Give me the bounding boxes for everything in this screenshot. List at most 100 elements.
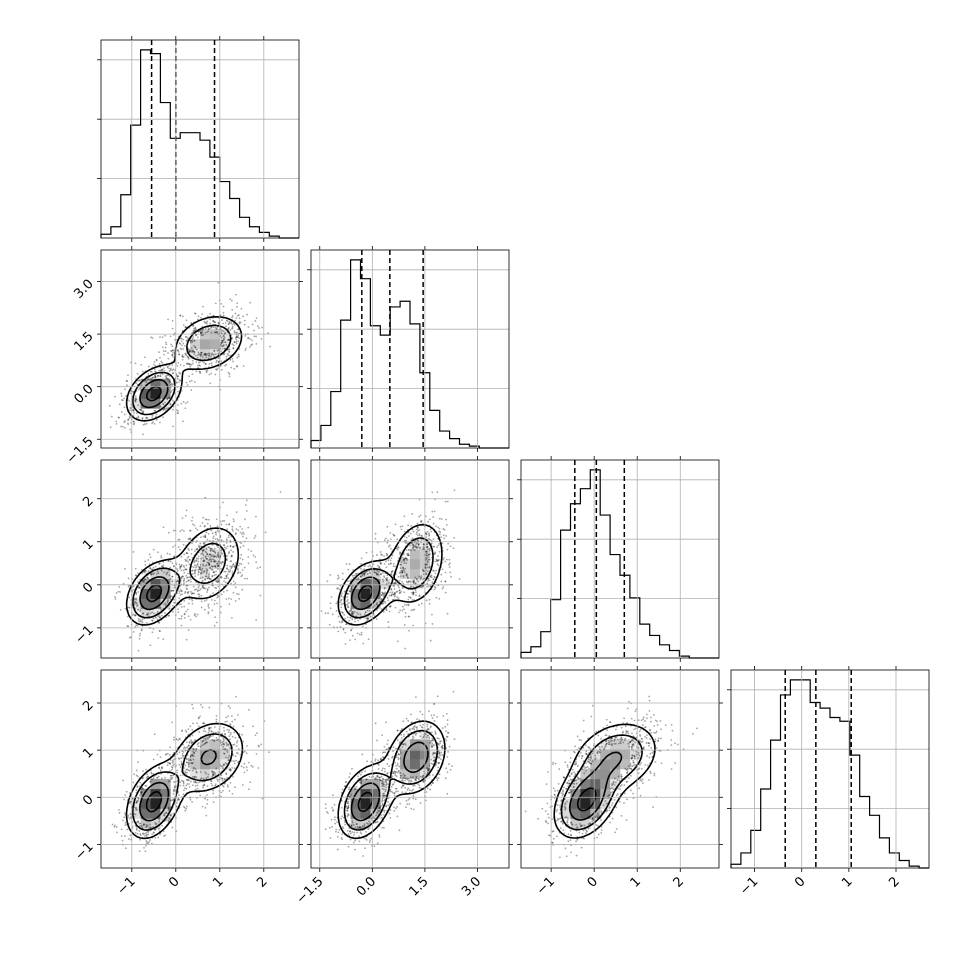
- scatter-point: [146, 773, 148, 776]
- scatter-point: [183, 612, 186, 615]
- scatter-point: [433, 545, 436, 548]
- scatter-point: [181, 315, 184, 318]
- density-cell: [219, 339, 230, 350]
- scatter-point: [178, 538, 181, 541]
- scatter-point: [195, 370, 198, 373]
- scatter-point: [223, 580, 225, 583]
- scatter-point: [180, 402, 183, 405]
- scatter-point: [376, 572, 379, 575]
- scatter-point: [201, 329, 204, 331]
- scatter-point: [191, 703, 194, 706]
- scatter-point: [239, 557, 242, 560]
- scatter-point: [346, 807, 349, 810]
- scatter-point: [401, 570, 404, 573]
- scatter-point: [199, 794, 202, 797]
- scatter-point: [134, 601, 137, 604]
- scatter-point: [385, 578, 388, 581]
- scatter-point: [228, 790, 231, 792]
- scatter-point: [147, 559, 150, 561]
- scatter-point: [433, 552, 436, 555]
- scatter-point: [144, 570, 147, 573]
- scatter-point: [391, 591, 394, 594]
- scatter-point: [380, 597, 383, 600]
- scatter-point: [181, 590, 183, 592]
- scatter-point: [441, 753, 443, 756]
- scatter-point: [571, 772, 573, 775]
- scatter-point: [417, 783, 419, 785]
- scatter-point: [235, 752, 238, 754]
- scatter-point: [235, 317, 238, 319]
- scatter-point: [390, 573, 393, 575]
- scatter-point: [129, 409, 131, 412]
- scatter-point: [428, 728, 430, 730]
- scatter-point: [341, 833, 343, 836]
- scatter-point: [570, 773, 573, 776]
- scatter-point: [172, 760, 175, 763]
- scatter-point: [202, 549, 205, 552]
- histogram-step: [100, 49, 299, 239]
- scatter-point: [391, 593, 394, 596]
- scatter-point: [203, 783, 206, 786]
- scatter-point: [416, 522, 419, 525]
- scatter-point: [405, 777, 408, 780]
- scatter-point: [383, 539, 386, 542]
- scatter-point: [229, 747, 232, 749]
- scatter-point: [207, 555, 210, 558]
- scatter-point: [137, 618, 140, 620]
- scatter-point: [192, 758, 195, 761]
- scatter-point: [244, 577, 246, 580]
- scatter-point: [435, 763, 437, 766]
- density-cell: [150, 788, 161, 799]
- scatter-point: [385, 566, 388, 569]
- scatter-point: [165, 573, 168, 576]
- scatter-point: [376, 602, 378, 604]
- scatter-point: [572, 785, 575, 788]
- scatter-point: [213, 561, 216, 563]
- scatter-point: [155, 359, 158, 362]
- scatter-point: [389, 591, 392, 594]
- scatter-point: [398, 589, 401, 592]
- scatter-point: [337, 615, 340, 618]
- scatter-point: [386, 554, 388, 557]
- scatter-point: [386, 525, 389, 528]
- scatter-point: [412, 609, 414, 611]
- scatter-point: [172, 529, 175, 532]
- scatter-point: [428, 533, 431, 536]
- scatter-point: [193, 614, 196, 617]
- scatter-point: [232, 591, 235, 594]
- scatter-point: [128, 802, 131, 805]
- scatter-point: [169, 368, 172, 371]
- scatter-point: [141, 378, 144, 381]
- scatter-point: [232, 546, 235, 548]
- scatter-point: [249, 781, 252, 784]
- scatter-point: [216, 554, 219, 557]
- scatter-point: [417, 529, 420, 532]
- scatter-point: [204, 771, 207, 774]
- scatter-point: [124, 821, 127, 824]
- scatter-point: [125, 384, 128, 387]
- scatter-point: [385, 781, 388, 784]
- scatter-point: [261, 326, 263, 329]
- scatter-point: [412, 776, 414, 779]
- scatter-point: [134, 614, 137, 617]
- scatter-point: [217, 595, 220, 598]
- scatter-point: [226, 559, 228, 562]
- scatter-point: [128, 415, 131, 418]
- scatter-point: [184, 326, 187, 329]
- scatter-point: [217, 539, 219, 542]
- scatter-point: [201, 551, 204, 553]
- scatter-point: [209, 382, 212, 385]
- scatter-point: [433, 720, 436, 722]
- scatter-point: [152, 826, 155, 828]
- scatter-point: [118, 586, 121, 588]
- scatter-point: [381, 769, 384, 772]
- scatter-point: [206, 369, 209, 372]
- density-cell: [140, 788, 151, 799]
- scatter-point: [437, 756, 440, 759]
- scatter-point: [436, 779, 439, 782]
- scatter-point: [193, 767, 196, 770]
- scatter-point: [150, 778, 153, 781]
- scatter-point: [172, 589, 175, 592]
- scatter-point: [161, 346, 164, 349]
- scatter-point: [197, 557, 200, 560]
